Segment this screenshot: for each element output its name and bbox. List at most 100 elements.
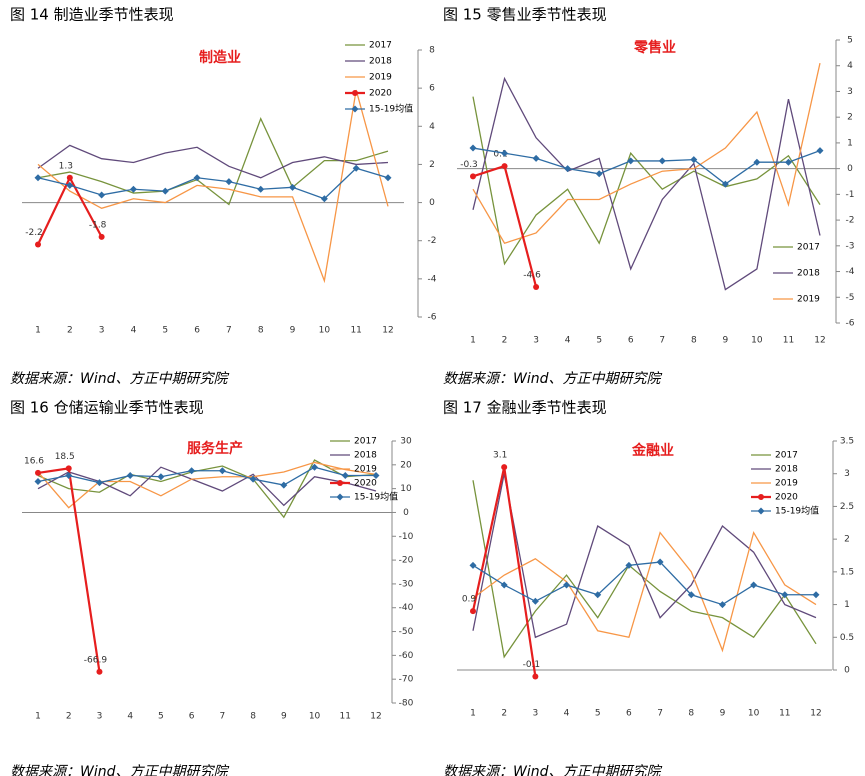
data-label: 16.6 (24, 456, 44, 466)
y-tick-label: 6 (429, 84, 435, 94)
legend-label: 2019 (797, 295, 820, 305)
data-label: -2.2 (25, 228, 43, 238)
point (65, 465, 72, 472)
point (531, 597, 539, 605)
point (66, 181, 74, 189)
source-note: 数据来源：Wind、方正中期研究院 (10, 764, 229, 776)
series-line (37, 466, 376, 486)
y-tick-label: 3 (844, 469, 850, 479)
point (721, 180, 729, 188)
point (564, 165, 572, 173)
point (563, 581, 571, 589)
y-tick-label: -4 (846, 267, 855, 277)
data-label: -1.8 (89, 220, 107, 230)
legend-label: 2017 (369, 41, 392, 51)
point (690, 156, 698, 164)
x-tick-label: 7 (226, 326, 232, 336)
legend-marker (758, 494, 764, 500)
legend-label: 2017 (775, 451, 798, 461)
data-label: -66.9 (84, 655, 108, 665)
series-line (37, 89, 389, 284)
x-tick-label: 1 (470, 336, 476, 346)
x-tick-label: 3 (532, 709, 538, 719)
x-tick-label: 2 (67, 326, 73, 336)
point (34, 174, 42, 182)
x-tick-label: 12 (810, 709, 821, 719)
point (656, 558, 664, 566)
legend-label: 15-19均值 (775, 505, 819, 517)
series-line (472, 147, 821, 185)
x-tick-label: 2 (501, 709, 507, 719)
y-tick-label: -2 (846, 216, 855, 226)
point (533, 283, 540, 290)
x-tick-label: 7 (219, 712, 225, 722)
series-line (37, 461, 377, 509)
x-tick-label: 6 (189, 712, 195, 722)
legend-label: 15-19均值 (354, 491, 398, 503)
x-tick-label: 6 (194, 326, 200, 336)
series-line (472, 530, 817, 653)
legend-marker (336, 493, 344, 501)
y-tick-label: 0.5 (840, 633, 854, 643)
y-tick-label: 20 (400, 460, 412, 470)
x-tick-label: 10 (319, 326, 331, 336)
legend-label: 2019 (354, 465, 377, 475)
series-line (472, 561, 816, 606)
x-tick-label: 5 (595, 709, 601, 719)
x-tick-label: 10 (748, 709, 760, 719)
legend-label: 15-19均值 (369, 103, 413, 115)
point (161, 187, 169, 195)
point (501, 149, 509, 157)
legend-label: 2018 (797, 269, 820, 279)
point (95, 479, 103, 487)
point (289, 183, 297, 191)
x-tick-label: 8 (691, 336, 697, 346)
x-tick-label: 2 (502, 336, 508, 346)
point (98, 191, 106, 199)
x-tick-label: 9 (281, 712, 287, 722)
x-tick-label: 8 (250, 712, 256, 722)
y-tick-label: 4 (429, 122, 435, 132)
legend-label: 2020 (354, 479, 377, 489)
x-tick-label: 6 (628, 336, 634, 346)
x-tick-label: 4 (565, 336, 571, 346)
x-tick-label: 9 (720, 709, 726, 719)
y-tick-label: 4 (847, 61, 853, 71)
x-tick-label: 2 (66, 712, 72, 722)
y-tick-label: 0 (403, 508, 409, 518)
point (781, 591, 789, 599)
data-label: -4.6 (523, 270, 541, 280)
point (98, 233, 105, 240)
y-tick-label: -2 (428, 236, 437, 246)
point (352, 164, 360, 172)
x-tick-label: 5 (158, 712, 164, 722)
figure-title: 图 16 仓储运输业季节性表现 (10, 399, 204, 417)
point (311, 463, 319, 471)
figure-title: 图 14 制造业季节性表现 (10, 6, 174, 24)
x-tick-label: 3 (533, 336, 539, 346)
data-label: 1.3 (59, 161, 73, 171)
legend-label: 2020 (369, 89, 392, 99)
legend-label: 2017 (797, 243, 820, 253)
point (784, 158, 792, 166)
x-tick-label: 9 (290, 326, 296, 336)
point (625, 561, 633, 569)
data-label: -0.1 (523, 660, 541, 670)
series-line (472, 63, 821, 245)
y-tick-label: 2.5 (840, 502, 854, 512)
x-tick-label: 10 (309, 712, 321, 722)
series-line (37, 144, 389, 179)
y-tick-label: -6 (846, 319, 855, 329)
y-tick-label: 10 (400, 484, 412, 494)
y-tick-label: -5 (846, 293, 855, 303)
y-tick-label: -3 (846, 241, 855, 251)
legend-label: 2020 (775, 493, 798, 503)
y-tick-label: 8 (429, 46, 435, 56)
series-line (472, 480, 817, 659)
x-tick-label: 5 (596, 336, 602, 346)
point (501, 464, 508, 471)
series-line (472, 96, 821, 266)
x-tick-label: 11 (350, 326, 361, 336)
point (188, 467, 196, 475)
